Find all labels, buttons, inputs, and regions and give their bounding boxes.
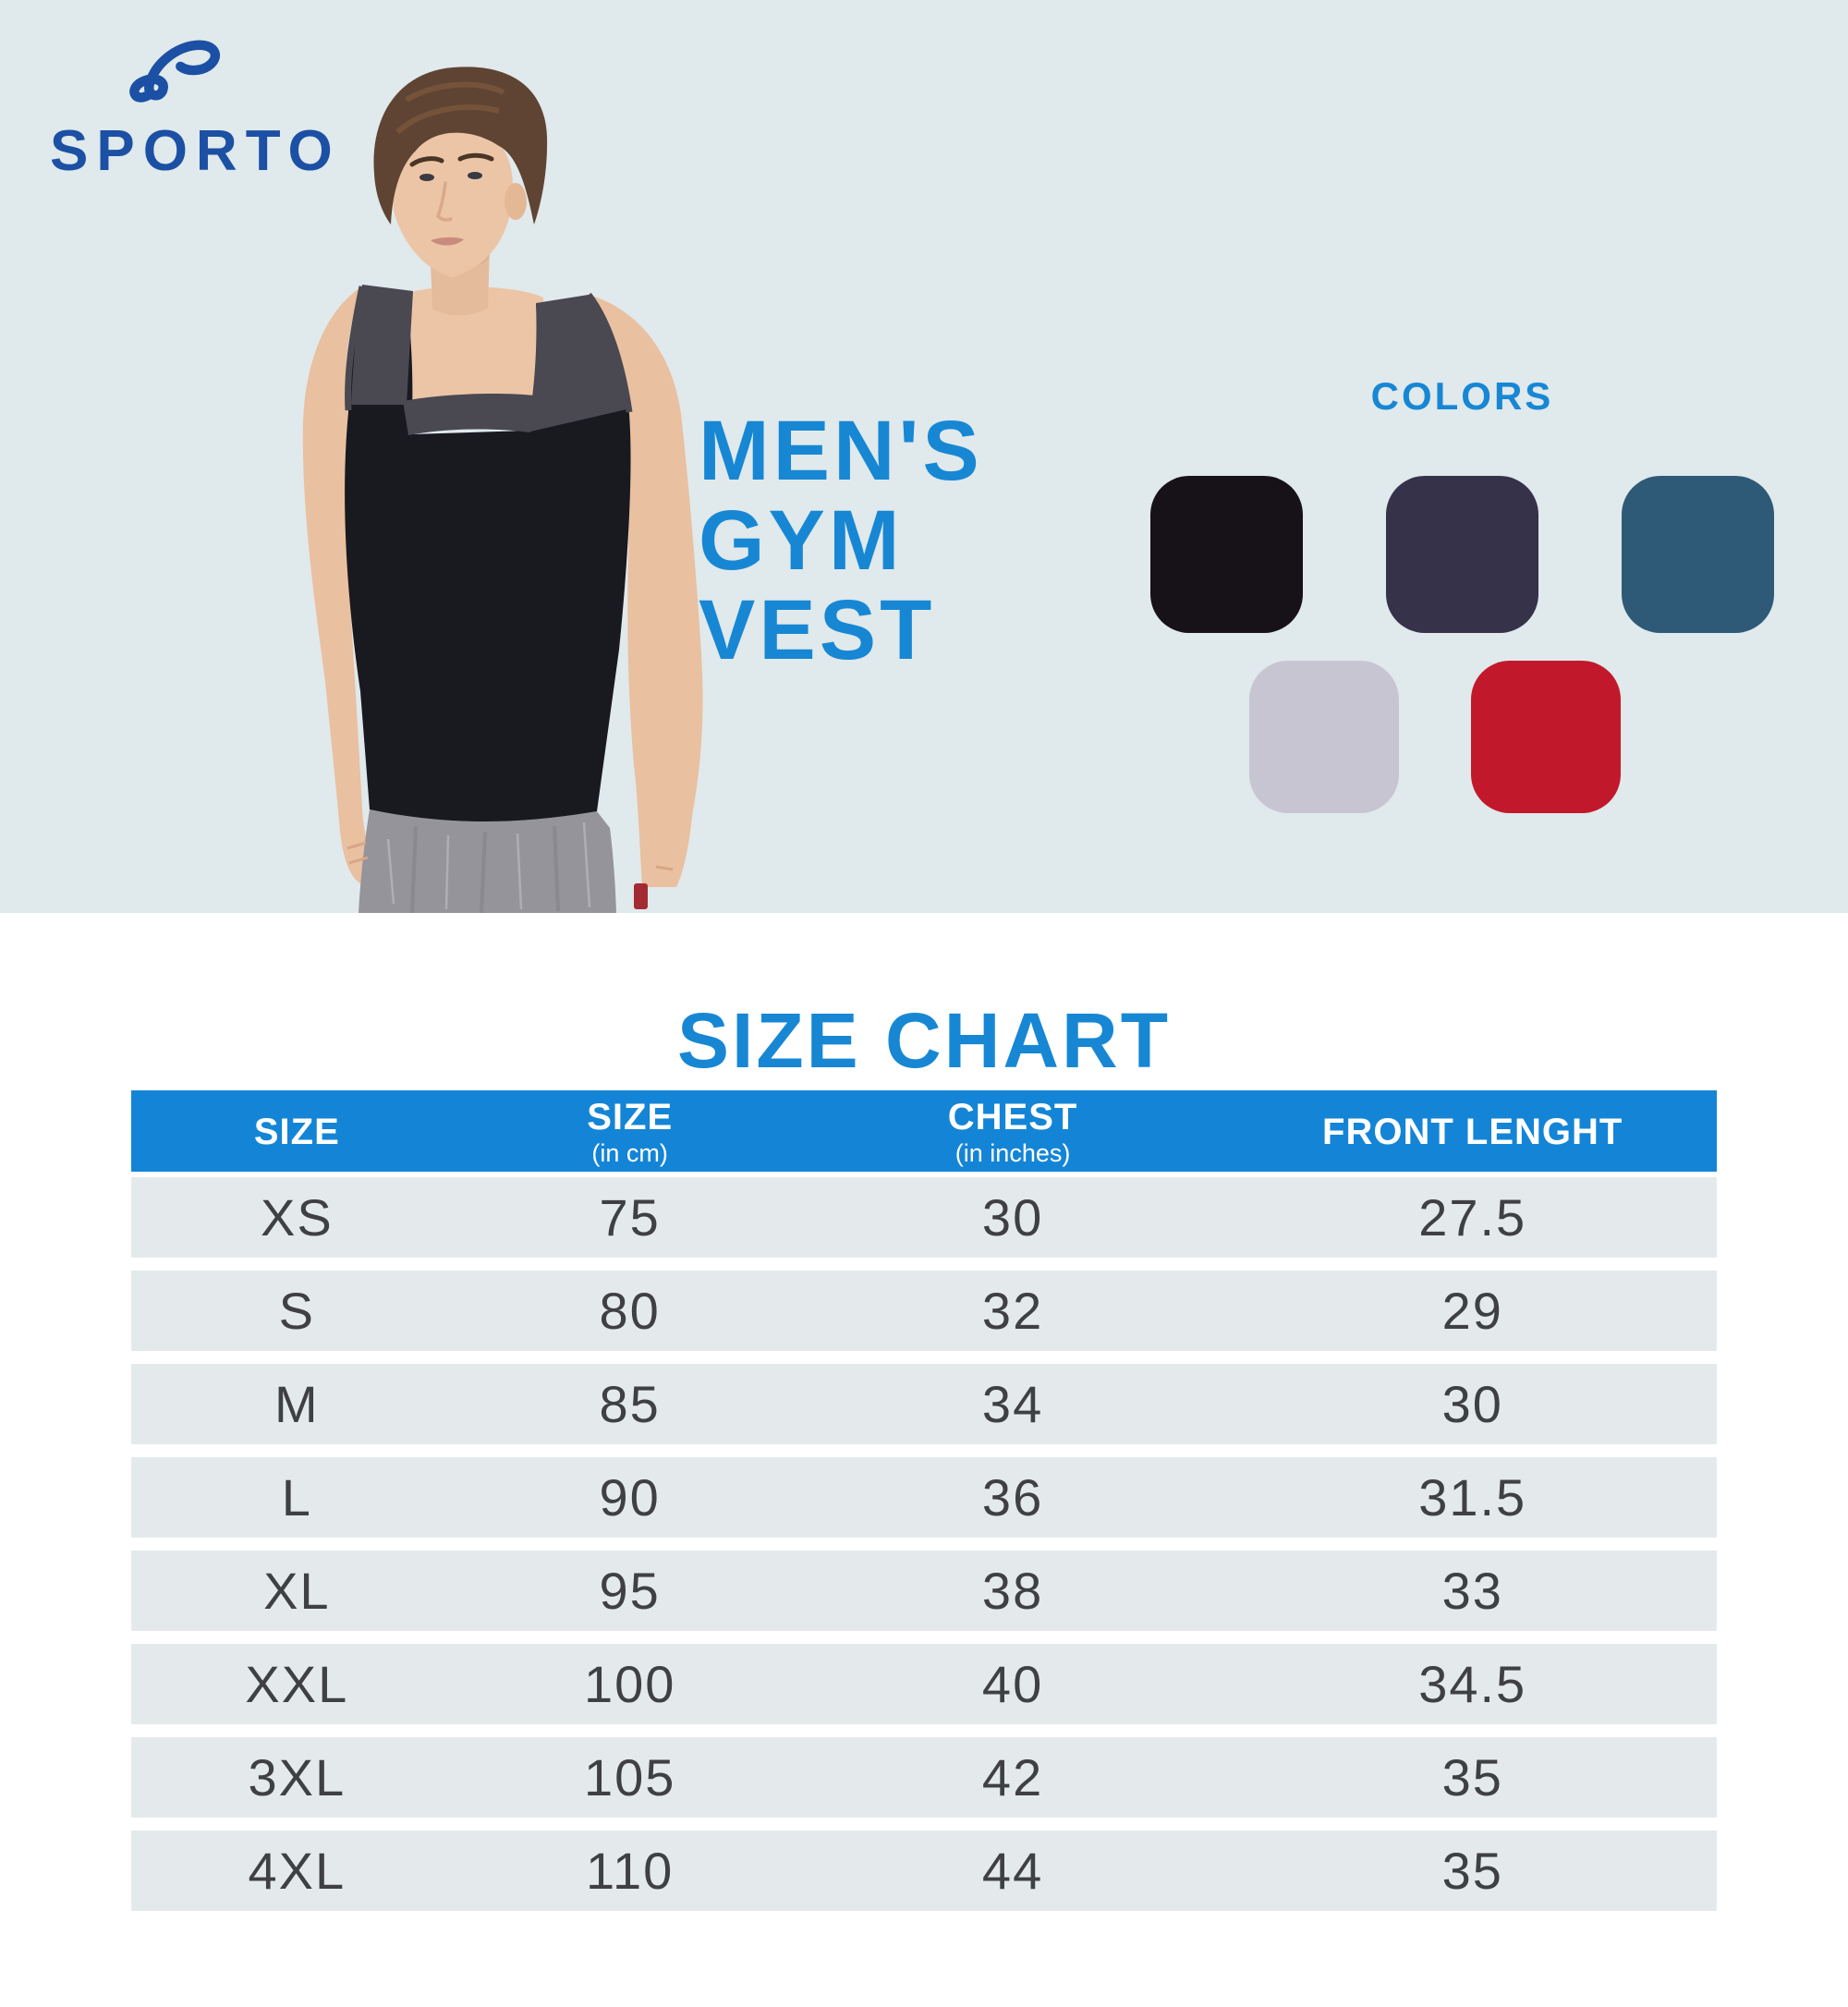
pants-crease xyxy=(410,825,560,913)
size-chart-title: SIZE CHART xyxy=(677,997,1171,1084)
pants-brand-tag xyxy=(634,883,648,909)
vest-neckband xyxy=(403,394,534,435)
table-row: 4XL 110 44 35 xyxy=(131,1831,1717,1911)
colors-heading: COLORS xyxy=(1370,374,1554,418)
model-pants xyxy=(359,809,616,913)
vest-left-strap xyxy=(351,285,413,405)
hair-highlight xyxy=(395,81,505,135)
column-header-front-length: FRONT LENGHT xyxy=(1322,1111,1623,1152)
pants-melange-texture xyxy=(386,821,591,910)
model-right-arm xyxy=(589,295,703,887)
model-hair xyxy=(373,67,548,225)
model-photo xyxy=(302,67,703,913)
table-header-row: SIZE SIZE (in cm) CHEST (in inches) FRON… xyxy=(131,1090,1717,1172)
color-swatch-black xyxy=(1150,476,1303,633)
vest-armhole-trim xyxy=(345,286,633,413)
model-left-eye xyxy=(419,174,434,181)
color-swatch-navy xyxy=(1386,476,1538,633)
product-title-line-2: GYM xyxy=(699,493,904,588)
table-row: XS 75 30 27.5 xyxy=(131,1177,1717,1258)
model-eyebrows xyxy=(409,152,494,167)
sporto-logo-icon xyxy=(129,40,220,103)
model-right-eye xyxy=(468,172,482,179)
hand-detail xyxy=(346,841,674,871)
vest-right-strap xyxy=(527,295,626,432)
color-swatch-red-melange xyxy=(1471,661,1621,813)
table-row: XL 95 38 33 xyxy=(131,1551,1717,1631)
model-nose xyxy=(435,181,453,222)
product-title-line-3: VEST xyxy=(699,583,936,677)
table-row: XXL 100 40 34.5 xyxy=(131,1644,1717,1724)
column-header-chest: CHEST (in inches) xyxy=(947,1096,1078,1167)
model-lips xyxy=(431,237,464,246)
brand-name: SPORTO xyxy=(50,119,341,183)
hero-section: SPORTO xyxy=(0,0,1848,913)
color-swatch-teal-blue xyxy=(1622,476,1774,633)
color-swatch-grey-melange xyxy=(1249,661,1399,813)
column-header-size: SIZE xyxy=(253,1111,340,1152)
table-row: 3XL 105 42 35 xyxy=(131,1737,1717,1818)
product-title-line-1: MEN'S xyxy=(699,404,983,498)
product-title: MEN'S GYM VEST xyxy=(699,407,983,675)
model-left-arm xyxy=(302,286,375,883)
column-header-size-cm: SIZE (in cm) xyxy=(587,1096,674,1167)
table-row: M 85 34 30 xyxy=(131,1364,1717,1444)
table-row: L 90 36 31.5 xyxy=(131,1457,1717,1538)
model-ear xyxy=(505,183,527,220)
table-row: S 80 32 29 xyxy=(131,1271,1717,1351)
